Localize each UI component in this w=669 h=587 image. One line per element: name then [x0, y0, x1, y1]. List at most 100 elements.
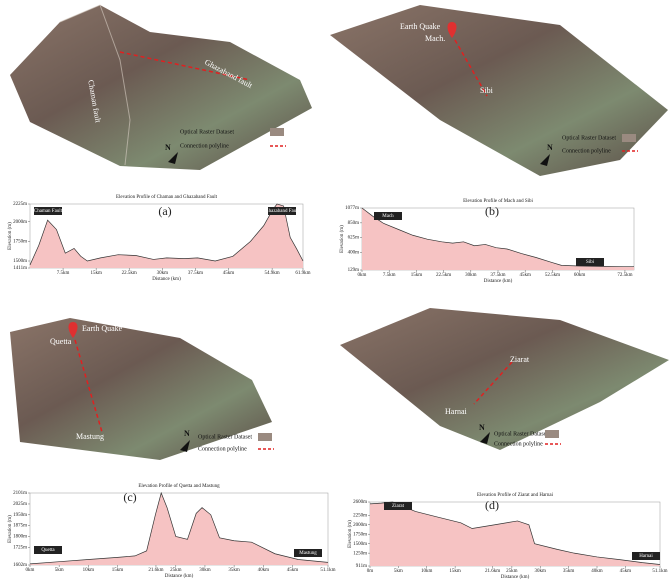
annotation: Sibi	[586, 260, 595, 265]
x-tick-label: 15km	[90, 271, 102, 276]
x-tick-label: 21.6km	[485, 569, 500, 574]
y-tick-label: 1750m	[13, 239, 27, 244]
x-tick-label: 51.1km	[320, 568, 335, 573]
y-tick-label: 1411m	[13, 266, 27, 271]
x-tick-label: 0m	[367, 569, 374, 574]
label: Mastung	[76, 432, 104, 441]
x-tick-label: 30km	[157, 271, 169, 276]
y-tick-label: 850m	[348, 221, 360, 226]
panel-label: (a)	[158, 204, 171, 218]
pin	[68, 322, 78, 338]
x-tick-label: 72.5km	[617, 273, 632, 278]
annotation-box	[374, 212, 402, 220]
legend-swatch	[545, 430, 559, 438]
x-tick-label: 52.5km	[545, 273, 560, 278]
x-axis-label: Distance (km)	[501, 575, 530, 580]
legend-label: Optical Raster Dataset	[198, 434, 252, 440]
x-tick-label: 21.6km	[148, 568, 163, 573]
label: Quetta	[50, 337, 72, 346]
chart-title: Elevation Profile of Mach and Sibi	[463, 199, 533, 204]
label: Sibi	[480, 86, 494, 95]
annotation: Mach	[382, 214, 394, 219]
x-tick-label: 15km	[411, 273, 423, 278]
x-axis-label: Distance (km)	[484, 279, 513, 284]
chart-title: Elevation Profile of Chaman and Ghazaban…	[116, 195, 218, 200]
x-tick-label: 45km	[287, 568, 299, 573]
legend-label: Connection polyline	[180, 143, 229, 149]
polyline	[454, 39, 488, 97]
x-tick-label: 37.5km	[188, 271, 203, 276]
legend-swatch	[258, 433, 272, 441]
x-tick-label: 54.9km	[265, 271, 280, 276]
y-tick-label: 2101m	[13, 491, 27, 496]
annotation: Quetta	[41, 548, 55, 553]
x-tick-label: 30km	[465, 273, 477, 278]
polyline	[119, 51, 251, 81]
label: Harnai	[445, 407, 468, 416]
y-tick-label: 1500m	[13, 259, 27, 264]
legend-label: Connection polyline	[562, 148, 611, 154]
x-tick-label: 7.5km	[57, 271, 70, 276]
y-tick-label: 1250m	[353, 551, 367, 556]
terrain	[340, 308, 669, 450]
y-axis-label: Elevation (m)	[340, 225, 345, 253]
x-tick-label: 5km	[394, 569, 403, 574]
terrain	[330, 5, 668, 176]
terrain-d: Ziarat Harnai Optical Raster Dataset Con…	[340, 308, 669, 450]
terrain-c: Earth Quake Quetta Mastung Optical Raste…	[10, 318, 274, 460]
label: Ziarat	[510, 355, 530, 364]
terrain	[10, 318, 272, 460]
x-tick-label: 0km	[26, 568, 35, 573]
annotation: Harnai	[639, 554, 653, 559]
annotation: Chaman Fault	[34, 209, 63, 214]
chart-title: Elevation Profile of Quetta and Mastung	[138, 484, 220, 489]
legend-label: Optical Raster Dataset	[494, 431, 548, 437]
annotation-box	[34, 207, 62, 215]
north: N	[165, 143, 171, 152]
y-tick-label: 625m	[348, 236, 360, 241]
x-tick-label: 10km	[421, 569, 433, 574]
y-tick-label: 2225m	[13, 202, 27, 207]
x-axis-label: Distance (km)	[152, 277, 181, 282]
y-tick-label: 2600m	[353, 500, 367, 505]
elevation-line	[361, 207, 634, 268]
elevation-area	[362, 208, 634, 270]
polyline	[74, 339, 103, 433]
legend-label: Optical Raster Dataset	[562, 135, 616, 141]
y-tick-label: 1750m	[353, 532, 367, 537]
x-tick-label: 5km	[55, 568, 64, 573]
x-tick-label: 45km	[223, 271, 235, 276]
north-arrow	[540, 154, 550, 166]
x-tick-label: 15km	[449, 569, 461, 574]
north-arrow	[480, 432, 490, 444]
y-tick-label: 2000m	[353, 523, 367, 528]
x-tick-label: 51.1km	[652, 569, 667, 574]
annotation: Ghazaband Fault	[265, 209, 300, 214]
y-tick-label: 1725m	[13, 545, 27, 550]
y-tick-label: 1077m	[345, 206, 359, 211]
label: Earth Quake	[82, 324, 123, 333]
ridge	[59, 4, 131, 166]
north: N	[547, 143, 553, 152]
pin	[447, 22, 457, 38]
legend-label: Optical Raster Dataset	[180, 129, 234, 135]
y-tick-label: 2000m	[13, 220, 27, 225]
y-tick-label: 1800m	[13, 535, 27, 540]
legend-label: Connection polyline	[494, 441, 543, 447]
elevation-line	[29, 491, 329, 565]
annotation-box	[576, 258, 604, 266]
x-tick-label: 10km	[83, 568, 95, 573]
x-tick-label: 35km	[563, 569, 575, 574]
label: Mach.	[425, 34, 445, 43]
terrain-a: Chaman fault Ghazaband fault Optical Ras…	[10, 4, 312, 170]
panel-label: (b)	[485, 204, 499, 218]
x-tick-label: 45km	[620, 569, 632, 574]
north-arrow	[180, 440, 190, 452]
x-tick-label: 40km	[258, 568, 270, 573]
x-tick-label: 35km	[228, 568, 240, 573]
north: N	[184, 429, 190, 438]
polyline	[473, 361, 513, 405]
x-tick-label: 22.5km	[436, 273, 451, 278]
y-tick-label: 1602m	[13, 563, 27, 568]
